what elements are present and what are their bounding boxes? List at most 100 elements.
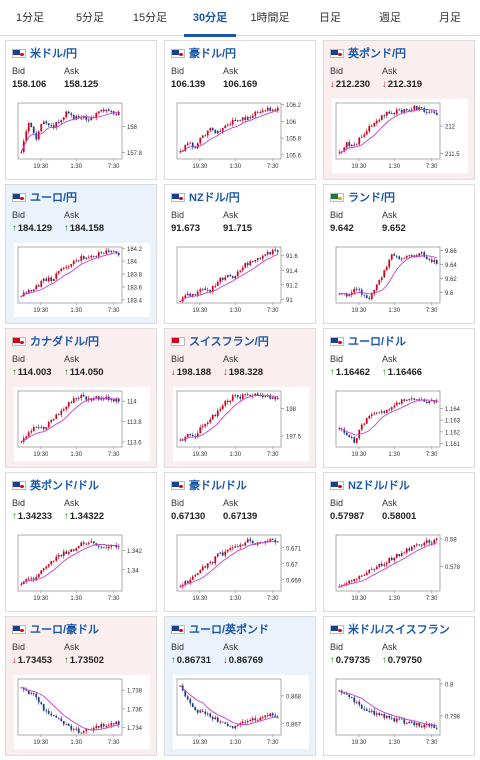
x-tick-label: 19:30 xyxy=(33,452,49,458)
tab-7[interactable]: 月足 xyxy=(439,12,461,24)
y-tick-label: 91 xyxy=(286,298,293,304)
tab-2[interactable]: 15分足 xyxy=(132,12,168,24)
rate-card[interactable]: 豪ドル/円 Bid Ask 106.139 106.169 106.2 106 105.8 10… xyxy=(164,40,316,180)
mini-chart[interactable]: 1.342 1.34 19:30 1:30 7:30 xyxy=(14,531,150,605)
candle-body xyxy=(60,410,63,415)
quote-labels: Bid Ask xyxy=(12,354,150,365)
pair-name[interactable]: 英ポンド/円 xyxy=(348,48,407,60)
pair-name[interactable]: 英ポンド/ドル xyxy=(30,480,100,492)
rate-card[interactable]: 豪ドル/ドル Bid Ask 0.67130 0.67139 0.671 0.67 0.669… xyxy=(164,472,316,612)
mini-chart[interactable]: 0.58 0.578 19:30 1:30 7:30 xyxy=(332,531,468,605)
candle-body xyxy=(57,414,60,416)
candle-body xyxy=(90,541,93,543)
tab-4[interactable]: 1時間足 xyxy=(250,12,290,24)
candle-body xyxy=(420,544,423,546)
bid-label: Bid xyxy=(330,498,344,508)
arrow-up-icon: ↑ xyxy=(12,367,17,378)
pair-name[interactable]: NZドル/ドル xyxy=(348,480,410,492)
mini-chart[interactable]: 184.2 184 183.8 183.6 183.4 19:30 1:30 7:30 xyxy=(14,243,150,317)
candlestick-chart: 158 157.8 19:30 1:30 7:30 xyxy=(17,102,143,170)
pair-name[interactable]: 米ドル/円 xyxy=(30,48,78,60)
tab-0[interactable]: 1分足 xyxy=(15,12,45,24)
candle-body xyxy=(209,128,212,131)
bid-label: Bid xyxy=(330,642,344,652)
rate-card[interactable]: 米ドル/円 Bid Ask 158.106 158.125 158 157.8 19:30 1:… xyxy=(5,40,157,180)
candle-body xyxy=(37,697,40,703)
tab-1[interactable]: 5分足 xyxy=(75,12,105,24)
pair-name[interactable]: 豪ドル/円 xyxy=(189,48,237,60)
rate-card[interactable]: ユーロ/円 Bid Ask ↑184.129 ↑184.158 184.2 184 183.8… xyxy=(5,184,157,324)
candle-body xyxy=(189,293,192,296)
mini-chart[interactable]: 114 113.8 113.6 19:30 1:30 7:30 xyxy=(14,387,150,461)
candle-body xyxy=(423,108,426,112)
rate-card[interactable]: ユーロ/豪ドル Bid Ask ↓1.73453 ↑1.73502 1.738 1.736 1… xyxy=(5,616,157,756)
bid-value: 158.106 xyxy=(12,79,47,90)
mini-chart[interactable]: 198 197.5 19:30 1:30 7:30 xyxy=(173,387,309,461)
candle-body xyxy=(264,715,267,718)
candle-body xyxy=(179,151,182,153)
pair-name[interactable]: ユーロ/豪ドル xyxy=(30,624,100,636)
candle-body xyxy=(256,111,259,113)
candle-body xyxy=(274,539,277,543)
candle-body xyxy=(365,131,368,135)
rate-card[interactable]: ランド/円 Bid Ask 9.642 9.652 9.66 9.64 9.62 9.6 19:3… xyxy=(323,184,475,324)
candle-body xyxy=(264,541,267,543)
plot-frame xyxy=(17,534,123,592)
pair-name[interactable]: ランド/円 xyxy=(348,192,396,204)
candle-body xyxy=(47,277,50,282)
pair-name[interactable]: ユーロ/ドル xyxy=(348,336,407,348)
quote-values: ↑0.79735 ↑0.79750 xyxy=(330,655,468,667)
mini-chart[interactable]: 0.671 0.67 0.669 19:30 1:30 7:30 xyxy=(173,531,309,605)
candle-body xyxy=(52,418,55,420)
mini-chart[interactable]: 1.738 1.736 1.734 19:30 1:30 7:30 xyxy=(14,675,150,749)
x-tick-label: 7:30 xyxy=(267,740,279,746)
card-header: NZドル/ドル xyxy=(330,477,468,493)
mini-chart[interactable]: 9.66 9.64 9.62 9.6 19:30 1:30 7:30 xyxy=(332,243,468,317)
tab-3[interactable]: 30分足 xyxy=(180,0,240,37)
mini-chart[interactable]: 91.6 91.4 91.2 91 19:30 1:30 7:30 xyxy=(173,243,309,317)
candle-body xyxy=(370,293,373,299)
ask-label: Ask xyxy=(382,66,398,76)
pair-name[interactable]: ユーロ/英ポンド xyxy=(189,624,270,636)
candle-body xyxy=(236,120,239,122)
rate-card[interactable]: NZドル/ドル Bid Ask 0.57987 0.58001 0.58 0.578 19:3… xyxy=(323,472,475,612)
pair-name[interactable]: ユーロ/円 xyxy=(30,192,78,204)
pair-name[interactable]: スイスフラン/円 xyxy=(189,336,269,348)
moving-average-line xyxy=(339,542,437,588)
pair-name[interactable]: 豪ドル/ドル xyxy=(189,480,248,492)
candle-body xyxy=(85,543,88,545)
mini-chart[interactable]: 158 157.8 19:30 1:30 7:30 xyxy=(14,99,150,173)
tab-6[interactable]: 週足 xyxy=(379,12,401,24)
tab-5[interactable]: 日足 xyxy=(319,12,341,24)
ask-value-wrap: 91.715 xyxy=(223,223,275,235)
pair-name[interactable]: カナダドル/円 xyxy=(30,336,100,348)
candle-body xyxy=(430,111,433,113)
ask-value: 0.86769 xyxy=(228,655,264,666)
plot-frame xyxy=(335,678,441,736)
pair-name[interactable]: NZドル/円 xyxy=(189,192,240,204)
mini-chart[interactable]: 106.2 106 105.8 105.6 19:30 1:30 7:30 xyxy=(173,99,309,173)
rate-card[interactable]: NZドル/円 Bid Ask 91.673 91.715 91.6 91.4 91.2 91 19… xyxy=(164,184,316,324)
rate-card[interactable]: 米ドル/スイスフラン Bid Ask ↑0.79735 ↑0.79750 0.8 0.798… xyxy=(323,616,475,756)
candle-body xyxy=(390,254,393,260)
mini-chart[interactable]: 1.164 1.163 1.162 1.161 19:30 1:30 7:30 xyxy=(332,387,468,461)
rate-card[interactable]: スイスフラン/円 Bid Ask ↓198.188 ↓198.328 198 197.5 19… xyxy=(164,328,316,468)
candle-body xyxy=(365,709,368,711)
pair-name[interactable]: 米ドル/スイスフラン xyxy=(348,624,450,636)
rate-card[interactable]: カナダドル/円 Bid Ask ↑114.003 ↑114.050 114 113.8 113… xyxy=(5,328,157,468)
candle-body xyxy=(254,718,257,721)
rate-card[interactable]: 英ポンド/円 Bid Ask ↓212.230 ↓212.319 212 211.5 19:3… xyxy=(323,40,475,180)
candle-body xyxy=(102,547,105,549)
y-tick-label: 113.6 xyxy=(127,440,142,446)
candle-body xyxy=(249,117,252,118)
candle-body xyxy=(65,406,68,410)
mini-chart[interactable]: 0.8 0.798 19:30 1:30 7:30 xyxy=(332,675,468,749)
candle-body xyxy=(249,261,252,266)
mini-chart[interactable]: 212 211.5 19:30 1:30 7:30 xyxy=(332,99,468,173)
rate-card[interactable]: ユーロ/ドル Bid Ask ↑1.16462 ↑1.16466 1.164 1.163 1.… xyxy=(323,328,475,468)
mini-chart[interactable]: 0.868 0.867 19:30 1:30 7:30 xyxy=(173,675,309,749)
rate-card[interactable]: ユーロ/英ポンド Bid Ask ↑0.86731 ↓0.86769 0.868 0.867… xyxy=(164,616,316,756)
rate-card[interactable]: 英ポンド/ドル Bid Ask ↑1.34233 ↑1.34322 1.342 1.34 19… xyxy=(5,472,157,612)
candlestick-chart: 114 113.8 113.6 19:30 1:30 7:30 xyxy=(17,390,142,458)
candle-body xyxy=(395,255,398,257)
